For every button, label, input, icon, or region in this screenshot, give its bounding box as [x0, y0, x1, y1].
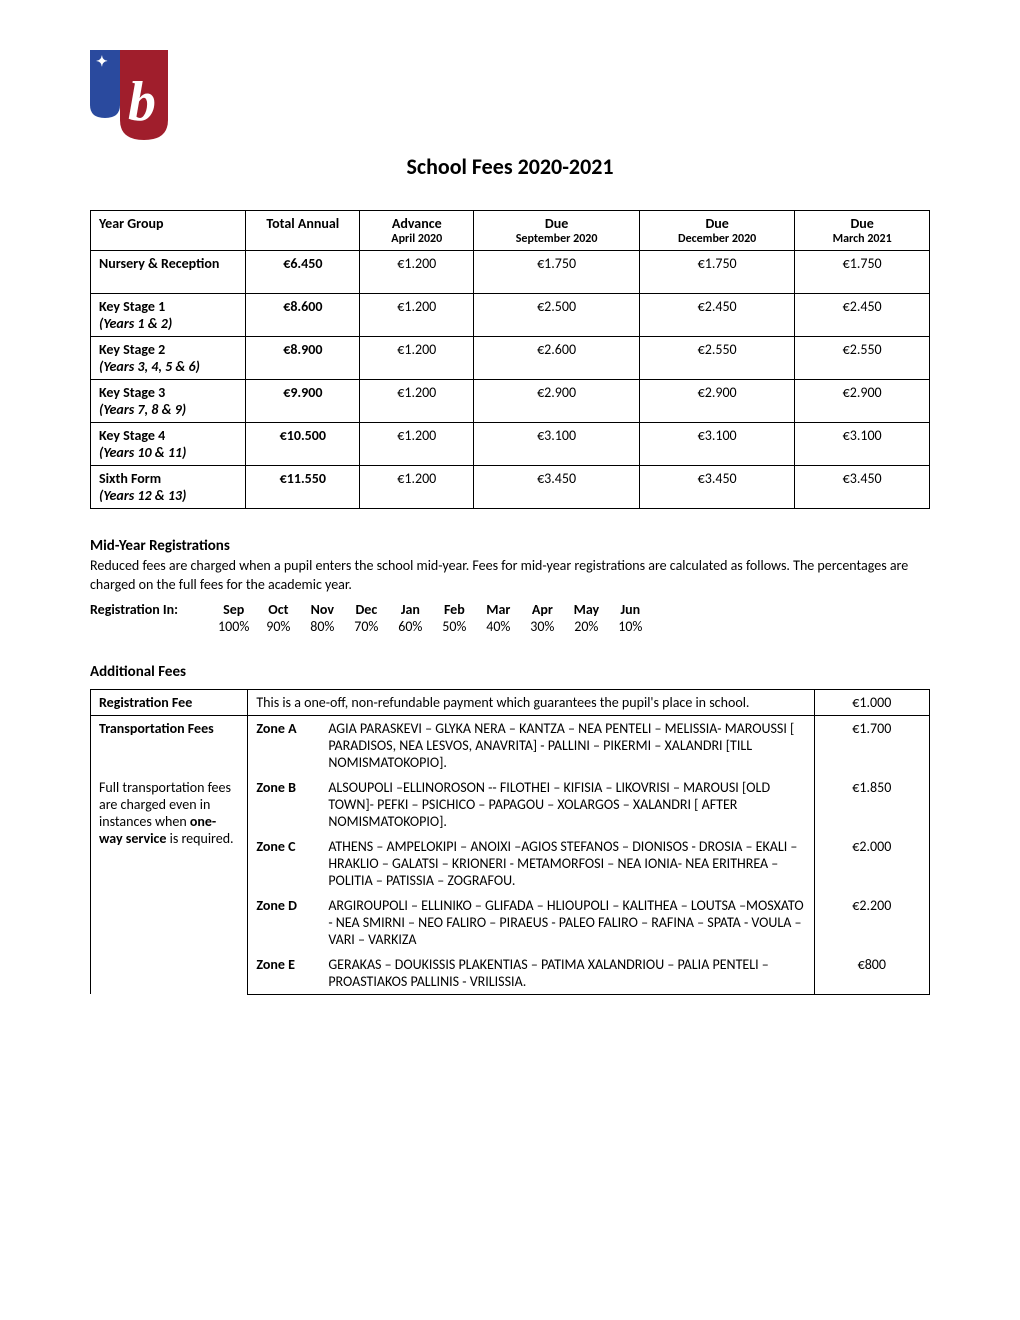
- reg-fee-label: Registration Fee: [91, 689, 248, 715]
- col-due-dec: Due December 2020: [639, 211, 794, 251]
- page-title: School Fees 2020-2021: [90, 153, 930, 180]
- table-row: Key Stage 2(Years 3, 4, 5 & 6)€8.900€1.2…: [91, 337, 930, 380]
- col-due-mar: Due March 2021: [795, 211, 930, 251]
- table-row: Key Stage 4(Years 10 & 11)€10.500€1.200€…: [91, 423, 930, 466]
- table-row: Key Stage 3(Years 7, 8 & 9)€9.900€1.200€…: [91, 380, 930, 423]
- svg-text:b: b: [128, 71, 156, 133]
- zone-d-row: Zone D ARGIROUPOLI – ELLINIKO – GLIFADA …: [248, 893, 814, 952]
- additional-heading: Additional Fees: [90, 663, 930, 681]
- col-due-sep: Due September 2020: [474, 211, 640, 251]
- midyear-heading: Mid-Year Registrations: [90, 537, 930, 555]
- trans-fees-label: Transportation Fees: [91, 715, 248, 775]
- zone-b-row: Zone B ALSOUPOLI –ELLINOROSON -- FILOTHE…: [248, 775, 814, 834]
- table-row: Sixth Form(Years 12 & 13)€11.550€1.200€3…: [91, 466, 930, 509]
- fees-table: Year Group Total Annual Advance April 20…: [90, 210, 930, 509]
- reg-fee-desc: This is a one-off, non-refundable paymen…: [248, 689, 814, 715]
- zone-e-row: Zone E GERAKAS – DOUKISSIS PLAKENTIAS – …: [248, 952, 814, 995]
- trans-fees-note: Full transportation fees are charged eve…: [91, 775, 248, 995]
- zone-a-amount: €1.700: [814, 715, 929, 775]
- zone-a-row: Zone A AGIA PARASKEVI – GLYKA NERA – KAN…: [248, 715, 814, 775]
- midyear-text: Reduced fees are charged when a pupil en…: [90, 557, 930, 595]
- zone-b-amount: €1.850: [814, 775, 929, 834]
- school-logo: ✦ b: [90, 50, 930, 145]
- col-advance: Advance April 2020: [360, 211, 474, 251]
- midyear-table: Registration In:SepOctNovDecJanFebMarApr…: [90, 601, 659, 635]
- additional-fees-table: Registration Fee This is a one-off, non-…: [90, 689, 930, 995]
- zone-c-amount: €2.000: [814, 834, 929, 893]
- col-year-group: Year Group: [91, 211, 246, 251]
- table-row: Nursery & Reception €6.450€1.200€1.750€1…: [91, 251, 930, 294]
- svg-text:✦: ✦: [96, 53, 108, 70]
- table-row: Key Stage 1(Years 1 & 2)€8.600€1.200€2.5…: [91, 294, 930, 337]
- zone-c-row: Zone C ATHENS – AMPELOKIPI – ANOIXI –AGI…: [248, 834, 814, 893]
- reg-fee-amount: €1.000: [814, 689, 929, 715]
- col-total-annual: Total Annual: [246, 211, 360, 251]
- zone-d-amount: €2.200: [814, 893, 929, 952]
- zone-e-amount: €800: [814, 952, 929, 995]
